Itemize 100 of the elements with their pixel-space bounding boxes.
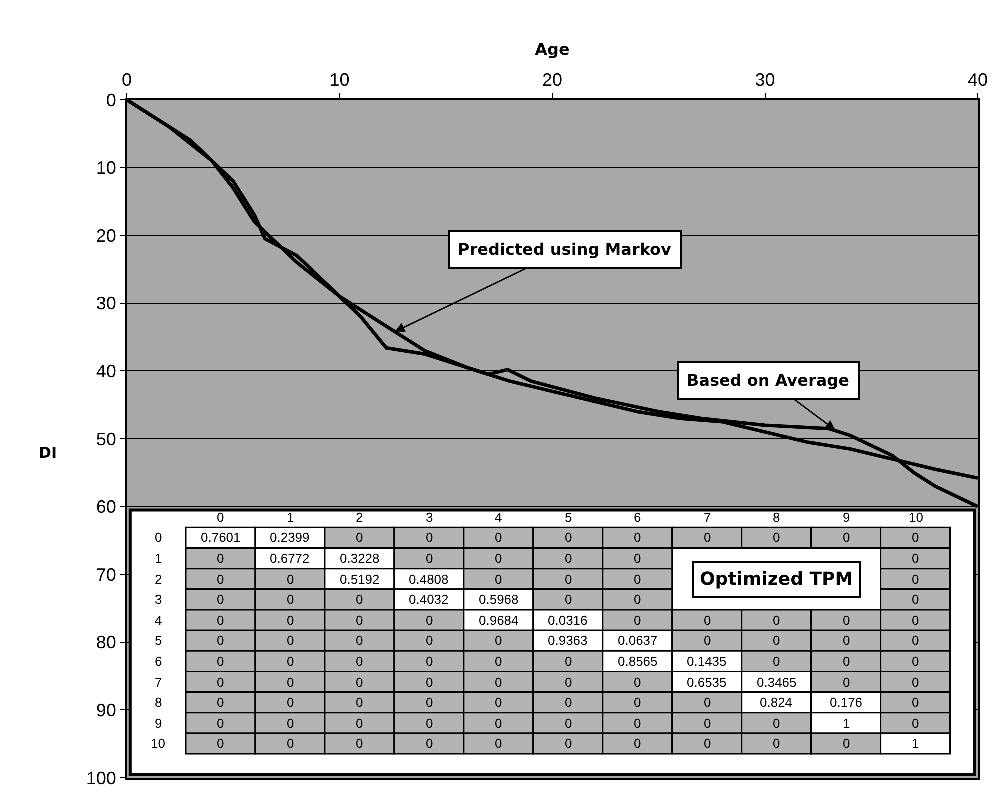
data-label: 0	[912, 551, 920, 566]
y-tick-label: 60	[96, 497, 116, 518]
data-label: 0.8565	[618, 654, 658, 669]
data-label: 0	[217, 613, 224, 628]
data-label: 0.9363	[548, 633, 588, 648]
data-label: 0	[356, 633, 364, 648]
data-label: 0.824	[760, 695, 793, 710]
data-label: 0	[704, 633, 712, 648]
data-label: 0	[565, 551, 572, 566]
y-tick-label: 100	[86, 768, 116, 788]
data-label: 0	[912, 675, 920, 690]
data-label: 0.0316	[548, 613, 588, 628]
y-tick-label: 4	[155, 613, 162, 628]
y-tick-label: 20	[96, 226, 116, 246]
data-label: 0	[843, 736, 850, 751]
data-label: 0	[495, 530, 502, 545]
data-label: 0	[704, 530, 712, 545]
x-tick-label: 3	[426, 510, 434, 525]
x-tick-label: 0	[122, 70, 132, 90]
x-tick-label: 0	[217, 510, 224, 525]
data-label: 0	[287, 716, 294, 731]
x-tick-label: 7	[704, 510, 712, 525]
data-label: 0.7601	[201, 530, 241, 545]
annotation: Based on Average	[687, 371, 850, 390]
y-tick-label: 2	[155, 572, 162, 587]
data-label: 0	[773, 736, 780, 751]
y-tick-label: 6	[155, 654, 162, 669]
data-label: 0	[912, 633, 920, 648]
y-tick-label: 7	[155, 675, 162, 690]
data-label: 0	[426, 530, 434, 545]
data-label: 0.0637	[618, 633, 658, 648]
data-label: 0	[217, 592, 224, 607]
data-label: 0	[495, 716, 502, 731]
x-tick-label: 2	[356, 510, 364, 525]
data-label: 0	[843, 654, 850, 669]
data-label: 0	[634, 695, 642, 710]
data-label: 0	[287, 633, 294, 648]
data-label: 0	[773, 716, 780, 731]
x-tick-label: 40	[968, 70, 988, 90]
data-label: 0	[843, 530, 850, 545]
data-label: 0	[356, 592, 364, 607]
data-label: 0	[773, 613, 780, 628]
x-tick-label: 10	[909, 510, 924, 525]
data-label: 0	[495, 551, 502, 566]
data-label: 0	[217, 572, 224, 587]
data-label: 0	[704, 716, 712, 731]
y-tick-label: 3	[155, 592, 162, 607]
data-label: 0.3228	[340, 551, 380, 566]
data-label: 0	[634, 551, 642, 566]
data-label: 0.4032	[409, 592, 449, 607]
x-tick-label: 20	[542, 70, 563, 90]
y-tick-label: 40	[96, 362, 116, 382]
data-label: 0	[287, 695, 294, 710]
data-label: 0	[426, 551, 434, 566]
y-tick-label: 5	[155, 633, 162, 648]
x-tick-label: 10	[330, 70, 350, 90]
x-tick-label: 4	[495, 510, 502, 525]
data-label: 0	[426, 716, 434, 731]
x-tick-label: 6	[634, 510, 642, 525]
x-tick-label: 5	[565, 510, 572, 525]
data-label: 0	[634, 530, 642, 545]
data-label: 0	[356, 695, 364, 710]
data-label: 0	[495, 633, 502, 648]
data-label: 0	[426, 613, 434, 628]
y-tick-label: 1	[155, 551, 162, 566]
data-label: 0	[217, 716, 224, 731]
data-label: 0	[843, 633, 850, 648]
data-label: 0	[217, 654, 224, 669]
y-tick-label: 30	[96, 294, 116, 314]
data-label: 0	[287, 675, 294, 690]
data-label: 1	[912, 736, 920, 751]
data-label: 0	[773, 654, 780, 669]
y-tick-label: 10	[96, 158, 116, 178]
data-label: 0	[495, 654, 502, 669]
annotation: Predicted using Markov	[458, 240, 672, 259]
data-label: 0	[426, 675, 434, 690]
data-label: 0.2399	[270, 530, 310, 545]
data-label: 0	[356, 716, 364, 731]
data-label: 0	[634, 592, 642, 607]
data-label: 0	[356, 654, 364, 669]
data-label: 0	[356, 530, 364, 545]
data-label: 0	[912, 572, 920, 587]
data-label: 0	[634, 675, 642, 690]
data-label: 0	[565, 530, 572, 545]
data-label: 0	[287, 654, 294, 669]
data-label: 0	[912, 695, 920, 710]
data-label: 0	[495, 736, 502, 751]
data-label: 0	[704, 736, 712, 751]
x-axis-title: Age	[535, 40, 570, 60]
data-label: 0	[843, 675, 850, 690]
data-label: 0.3465	[757, 675, 797, 690]
data-label: 0	[495, 572, 502, 587]
x-tick-label: 1	[287, 510, 294, 525]
y-tick-label: 10	[151, 736, 166, 751]
data-label: 0.6535	[687, 675, 727, 690]
data-label: 0	[426, 633, 434, 648]
data-label: 0	[217, 633, 224, 648]
data-label: 0	[773, 530, 780, 545]
data-label: 0	[773, 633, 780, 648]
data-label: 0	[356, 736, 364, 751]
